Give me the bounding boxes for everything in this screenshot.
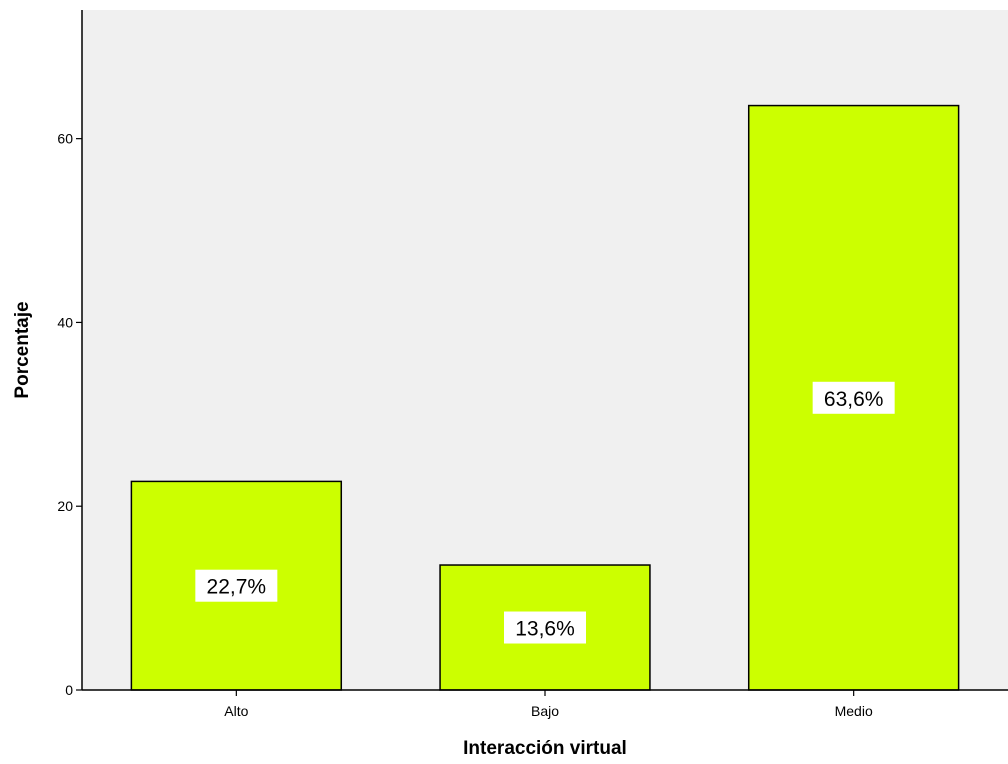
x-axis-title: Interacción virtual — [463, 738, 627, 759]
x-tick-label-alto: Alto — [224, 703, 248, 719]
data-label-background — [504, 611, 586, 644]
data-label-medio: 63,6% — [824, 388, 884, 411]
data-label-alto: 22,7% — [207, 576, 267, 599]
y-ticks-group: 0 20 40 60 — [57, 131, 82, 698]
x-tick-label-medio: Medio — [835, 703, 873, 719]
x-ticks-group: Alto Bajo Medio — [224, 690, 873, 719]
y-tick-label: 60 — [57, 131, 73, 147]
data-label-background — [195, 569, 278, 602]
y-tick-label: 20 — [57, 498, 73, 514]
data-label-bajo: 13,6% — [515, 618, 575, 641]
data-label-background — [812, 381, 895, 414]
y-tick-label: 0 — [65, 682, 73, 698]
data-labels-group: 22,7% 13,6% 63,6% — [195, 381, 895, 644]
y-tick-label: 40 — [57, 314, 73, 330]
y-axis-title: Porcentaje — [12, 301, 33, 398]
x-tick-label-bajo: Bajo — [531, 703, 559, 719]
